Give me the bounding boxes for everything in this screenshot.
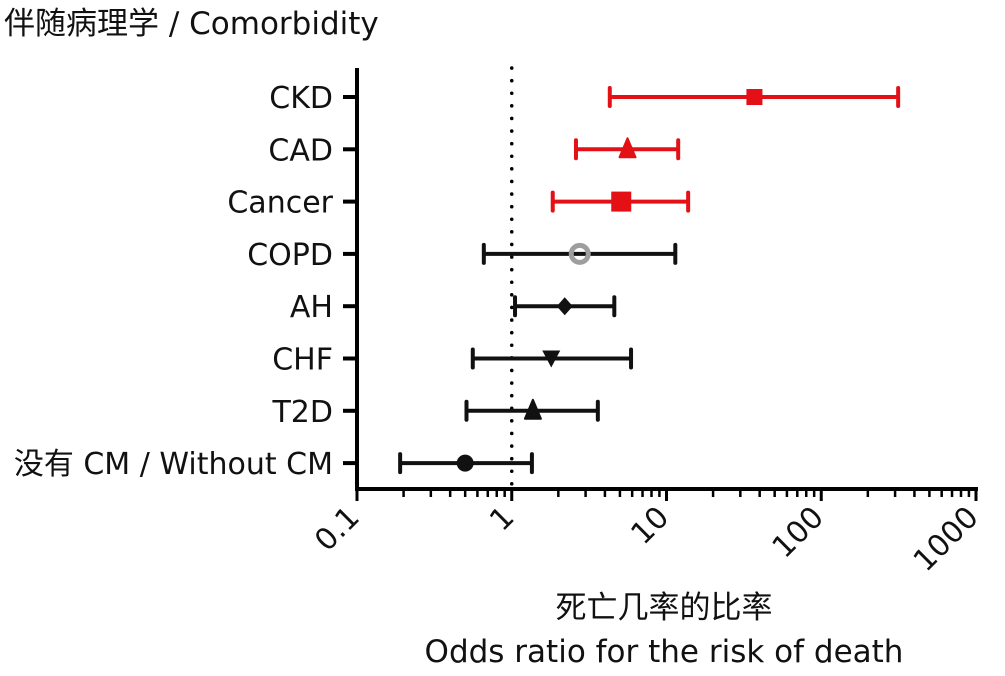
y-tick-label: CAD bbox=[268, 133, 333, 168]
point-triangle-down bbox=[542, 350, 561, 368]
y-tick-label: AH bbox=[290, 290, 333, 325]
point-diamond bbox=[556, 297, 573, 316]
y-tick-label: CHF bbox=[272, 343, 333, 378]
forest-row: COPD bbox=[247, 238, 678, 273]
y-tick-label: 没有 CM / Without CM bbox=[14, 447, 333, 482]
point-triangle-up bbox=[523, 398, 542, 420]
y-tick-label: CKD bbox=[269, 81, 333, 116]
plot-area: 0.1 1 10 100 1000 CKD CAD Cancer COPD AH CHF T2D 没有 … bbox=[14, 66, 986, 579]
y-tick-label: COPD bbox=[247, 238, 333, 273]
x-tick-label: 0.1 bbox=[308, 500, 366, 558]
forest-row: T2D bbox=[271, 395, 600, 430]
x-axis-label-en: Odds ratio for the risk of death bbox=[425, 634, 904, 670]
forest-row: CHF bbox=[272, 343, 634, 378]
point-ring bbox=[568, 242, 591, 265]
x-tick-label: 1 bbox=[483, 500, 521, 538]
x-axis-label-cn: 死亡几率的比率 bbox=[556, 590, 773, 626]
point-square bbox=[746, 89, 763, 105]
x-tick-label: 1000 bbox=[907, 500, 986, 579]
point-circle bbox=[456, 454, 474, 472]
forest-row: 没有 CM / Without CM bbox=[14, 447, 534, 482]
forest-row: CAD bbox=[268, 133, 681, 168]
point-square bbox=[611, 191, 632, 212]
y-tick-label: Cancer bbox=[227, 186, 333, 221]
forest-row: CKD bbox=[269, 81, 901, 116]
forest-row: Cancer bbox=[227, 186, 691, 221]
y-tick-label: T2D bbox=[271, 395, 333, 430]
x-tick-label: 10 bbox=[624, 500, 676, 552]
chart-title: 伴随病理学 / Comorbidity bbox=[4, 6, 379, 42]
point-triangle-up bbox=[618, 137, 637, 159]
forest-row: AH bbox=[290, 290, 617, 325]
x-tick-label: 100 bbox=[766, 500, 831, 565]
